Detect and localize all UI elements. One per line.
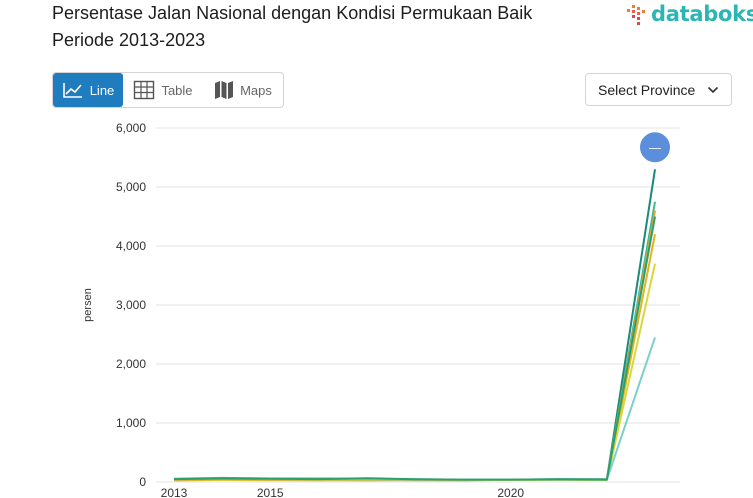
series-line[interactable]	[173, 337, 656, 481]
y-tick-label: 3,000	[116, 298, 146, 312]
chart-title: Persentase Jalan Nasional dengan Kondisi…	[52, 3, 533, 50]
tab-maps-label: Maps	[240, 82, 272, 98]
series-line[interactable]	[173, 201, 656, 481]
y-tick-label: 1,000	[116, 416, 146, 430]
tab-line[interactable]: Line	[53, 73, 123, 107]
y-tick-label: 5,000	[116, 180, 146, 194]
y-tick-label: 2,000	[116, 357, 146, 371]
map-icon	[215, 81, 234, 99]
table-icon	[134, 80, 155, 100]
series-line[interactable]	[173, 210, 656, 481]
x-tick-label: 2013	[161, 486, 188, 498]
tab-table[interactable]: Table	[123, 73, 203, 107]
x-tick-label: 2015	[257, 486, 284, 498]
logo-mark-icon	[627, 5, 645, 25]
x-tick-label: 2020	[497, 486, 524, 498]
databoks-logo[interactable]: databoks	[626, 2, 753, 26]
chevron-down-icon	[707, 86, 719, 93]
line-chart-icon	[62, 83, 82, 98]
series-line[interactable]	[173, 263, 656, 482]
y-tick-label: 6,000	[116, 121, 146, 135]
tab-maps[interactable]: Maps	[203, 73, 283, 107]
hover-marker[interactable]: —	[638, 130, 672, 165]
tab-table-label: Table	[161, 82, 193, 98]
logo-text: databoks	[651, 2, 753, 26]
y-tick-label: 0	[139, 475, 146, 489]
series-line[interactable]	[173, 216, 656, 481]
y-tick-label: 4,000	[116, 239, 146, 253]
province-select[interactable]: Select Province	[585, 73, 732, 106]
tab-line-label: Line	[89, 82, 115, 98]
view-tabs: Line Table Maps	[52, 72, 284, 108]
province-select-label: Select Province	[598, 81, 696, 98]
series-line[interactable]	[173, 234, 656, 482]
series-line[interactable]	[173, 169, 656, 482]
y-axis-label: persen	[82, 288, 94, 322]
marker-glyph: —	[649, 140, 661, 154]
